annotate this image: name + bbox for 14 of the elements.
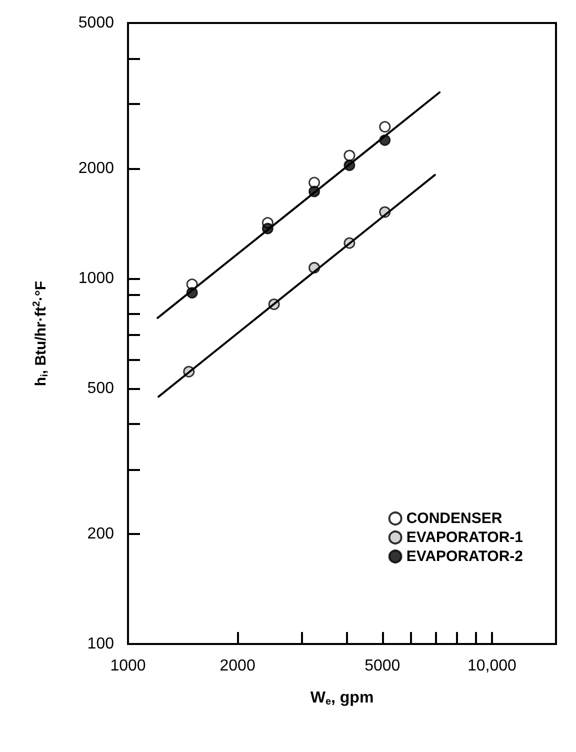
legend-label: EVAPORATOR-1 bbox=[406, 529, 524, 546]
y-tick-label: 2000 bbox=[78, 160, 114, 177]
y-tick-label: 200 bbox=[87, 525, 114, 542]
y-tick-label: 5000 bbox=[78, 14, 114, 32]
y-tick-label: 500 bbox=[87, 380, 114, 398]
legend-label: EVAPORATOR-2 bbox=[406, 548, 524, 565]
y-tick-label: 100 bbox=[87, 636, 114, 652]
y-tick-label: 1000 bbox=[78, 270, 114, 287]
y-axis-title: hi, Btu/hr·ft2·°F bbox=[32, 280, 50, 386]
x-tick-label: 1000 bbox=[110, 658, 146, 674]
legend-label: CONDENSER bbox=[406, 510, 502, 527]
x-tick-label: 2000 bbox=[220, 658, 256, 674]
x-tick-label: 10,000 bbox=[467, 658, 516, 674]
x-tick-label: 5000 bbox=[364, 658, 400, 674]
